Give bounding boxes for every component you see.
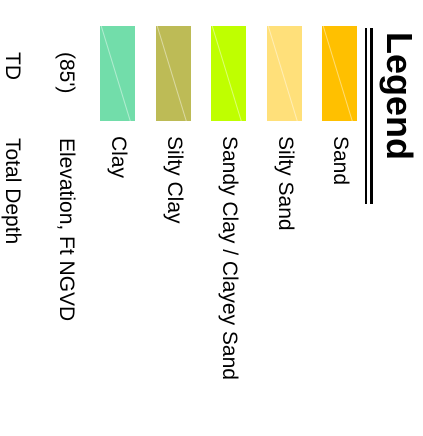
total-depth-abbr: TD xyxy=(1,52,24,80)
total-depth-desc: Total Depth xyxy=(1,138,24,245)
title-underline xyxy=(370,28,373,204)
silty-sand-label: Silty Sand xyxy=(274,136,297,231)
elevation-abbr: (85') xyxy=(55,52,78,94)
elevation-desc: Elevation, Ft NGVD xyxy=(55,138,78,322)
sandy-clay-label: Sandy Clay / Clayey Sand xyxy=(218,136,241,380)
sand-swatch xyxy=(322,26,357,121)
silty-clay-swatch xyxy=(156,26,191,121)
silty-sand-swatch xyxy=(267,26,302,121)
sandy-clay-swatch xyxy=(211,26,246,121)
clay-swatch xyxy=(100,26,135,121)
title-underline xyxy=(365,28,367,204)
sand-label: Sand xyxy=(329,136,352,186)
clay-label: Clay xyxy=(107,136,130,179)
legend-title: Legend xyxy=(379,32,420,161)
silty-clay-label: Silty Clay xyxy=(163,136,186,224)
